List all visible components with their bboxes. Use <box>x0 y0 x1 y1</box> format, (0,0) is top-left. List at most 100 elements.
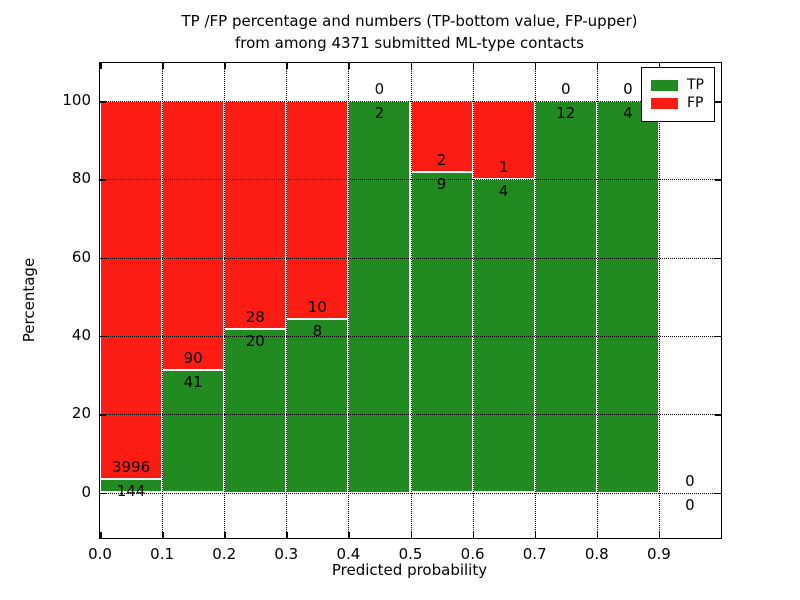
y-gridline <box>100 492 721 494</box>
x-tick-bottom <box>348 532 350 538</box>
chart-title: TP /FP percentage and numbers (TP-bottom… <box>99 10 720 54</box>
x-tick-top <box>100 63 102 69</box>
x-gridline <box>286 63 288 538</box>
x-tick-label: 0.9 <box>646 545 671 563</box>
y-tick-right <box>715 414 721 416</box>
x-gridline <box>410 63 412 538</box>
legend-item-fp: FP <box>651 96 704 111</box>
fp-legend-swatch <box>651 98 678 109</box>
bar-segment-fp <box>224 101 287 330</box>
x-tick-top <box>534 63 537 69</box>
legend: TP FP <box>641 67 715 122</box>
bar-segment-fp <box>162 101 225 370</box>
x-tick-bottom <box>658 532 661 538</box>
y-tick-right <box>715 179 721 181</box>
y-tick-label: 60 <box>71 247 91 266</box>
y-axis-title: Percentage <box>20 257 38 343</box>
y-gridline <box>100 414 721 416</box>
x-axis-title: Predicted probability <box>331 561 488 579</box>
x-tick-top <box>410 63 412 69</box>
bar-segment-tp <box>596 101 659 493</box>
y-gridline <box>100 335 721 337</box>
bar-segment-fp <box>100 101 163 479</box>
x-tick-label: 0.7 <box>522 545 547 563</box>
bar-segment-tp <box>100 478 163 493</box>
y-tick-label: 100 <box>62 91 91 109</box>
x-tick-label: 0.5 <box>398 545 423 563</box>
x-tick-label: 0.3 <box>274 545 299 563</box>
fp-count-label: 0 <box>685 471 695 490</box>
bar-segment-tp <box>286 318 349 493</box>
tp-count-label: 0 <box>685 495 695 514</box>
y-tick-left <box>100 101 106 103</box>
y-gridline <box>100 101 721 102</box>
bar-segment-fp <box>410 101 473 173</box>
y-tick-left <box>100 492 106 494</box>
fp-count-label: 10 <box>307 297 327 316</box>
tp-legend-swatch <box>651 80 678 91</box>
bar-segment-tp <box>410 172 473 493</box>
x-tick-bottom <box>472 532 475 538</box>
fp-count-label: 28 <box>245 308 265 327</box>
x-tick-top <box>596 63 599 69</box>
x-tick-top <box>286 63 288 69</box>
x-tick-top <box>472 63 475 69</box>
y-tick-right <box>715 492 721 494</box>
x-gridline <box>162 63 164 538</box>
tp-legend-label: TP <box>687 77 704 93</box>
x-tick-label: 0.1 <box>150 545 175 563</box>
fp-count-label: 90 <box>183 348 203 367</box>
fp-count-label: 0 <box>374 80 385 98</box>
bar-segment-fp <box>286 101 349 319</box>
bar-segment-tp <box>534 101 597 493</box>
y-tick-left <box>100 179 106 181</box>
fp-legend-label: FP <box>687 95 704 111</box>
chart-title-line1: TP /FP percentage and numbers (TP-bottom… <box>181 12 638 30</box>
x-tick-top <box>658 63 661 69</box>
x-tick-label: 0.4 <box>336 545 361 563</box>
x-tick-bottom <box>100 532 102 538</box>
x-tick-bottom <box>224 532 226 538</box>
y-tick-label: 0 <box>81 482 91 501</box>
y-gridline <box>100 257 721 259</box>
x-tick-bottom <box>410 532 412 538</box>
x-gridline <box>224 63 226 538</box>
x-tick-label: 0.0 <box>88 545 112 563</box>
x-tick-bottom <box>286 532 288 538</box>
x-gridline <box>534 63 536 538</box>
x-gridline <box>472 63 474 538</box>
x-gridline <box>658 63 660 538</box>
y-tick-label: 40 <box>71 325 91 344</box>
y-tick-right <box>715 101 721 103</box>
x-gridline <box>348 63 350 538</box>
bar-segment-tp <box>348 101 411 493</box>
tp-count-label: 9 <box>436 175 447 194</box>
bar-segment-tp <box>224 329 287 493</box>
x-tick-label: 0.2 <box>212 545 237 563</box>
y-tick-left <box>100 414 106 416</box>
x-gridline <box>596 63 598 538</box>
fp-count-label: 3996 <box>111 457 151 476</box>
x-tick-bottom <box>162 532 164 538</box>
tp-count-label: 4 <box>623 104 633 122</box>
x-tick-label: 0.6 <box>460 545 485 563</box>
y-tick-left <box>100 335 106 338</box>
tp-count-label: 41 <box>183 372 203 391</box>
tp-count-label: 12 <box>556 104 576 122</box>
y-tick-left <box>100 257 106 260</box>
y-tick-label: 20 <box>71 404 91 423</box>
tp-count-label: 144 <box>116 481 146 500</box>
plot-area: TP FP 3996 144 90 41 28 20 10 8 0 2 2 9 1 4 0 12 0 4 0 0 <box>99 62 722 539</box>
fp-count-label: 2 <box>436 151 447 170</box>
x-tick-top <box>224 63 226 69</box>
tp-count-label: 2 <box>374 104 385 122</box>
chart-title-line2: from among 4371 submitted ML-type contac… <box>235 34 584 52</box>
tp-count-label: 20 <box>245 332 265 351</box>
x-tick-top <box>348 63 350 69</box>
x-tick-top <box>162 63 164 69</box>
y-gridline <box>100 179 721 181</box>
fp-count-label: 0 <box>560 80 571 98</box>
bar-segment-tp <box>162 369 225 493</box>
x-tick-bottom <box>534 532 537 538</box>
